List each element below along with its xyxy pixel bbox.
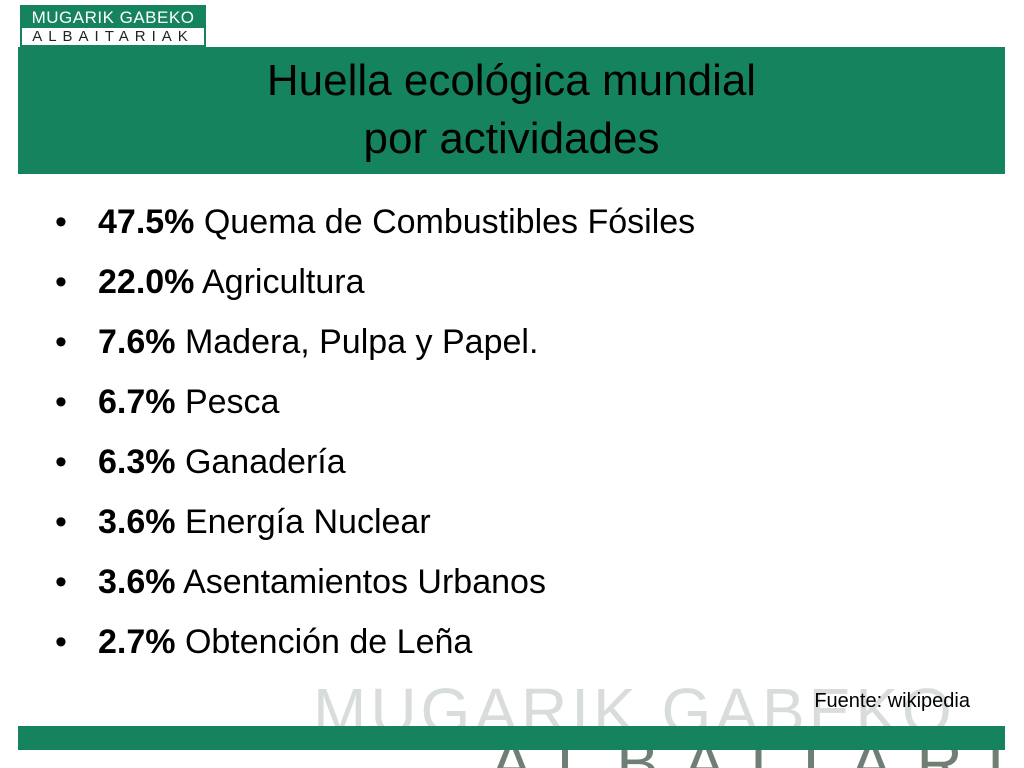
title-band: [18, 47, 1005, 174]
list-item: • 47.5% Quema de Combustibles Fósiles: [55, 192, 695, 252]
activity-list: • 47.5% Quema de Combustibles Fósiles • 22…: [55, 192, 695, 672]
percentage: 2.7%: [98, 623, 176, 661]
slide-title: Huella ecológica mundial por actividades: [18, 52, 1005, 168]
bullet-icon: •: [55, 443, 67, 481]
activity-label: Ganadería: [184, 443, 346, 481]
logo-line-1: MUGARIK GABEKO: [22, 7, 204, 28]
title-line-1: Huella ecológica mundial: [266, 56, 757, 105]
percentage: 3.6%: [98, 503, 176, 541]
bullet-icon: •: [55, 503, 67, 541]
activity-label: Madera, Pulpa y Papel.: [184, 323, 539, 361]
bullet-icon: •: [55, 623, 67, 661]
list-item: • 3.6% Energía Nuclear: [55, 492, 695, 552]
percentage: 6.7%: [98, 383, 176, 421]
title-line-2: por actividades: [363, 114, 660, 163]
percentage: 47.5%: [98, 203, 195, 241]
list-item: • 3.6% Asentamientos Urbanos: [55, 552, 695, 612]
footer-band: [18, 726, 1005, 750]
activity-label: Pesca: [184, 383, 280, 421]
list-item: • 7.6% Madera, Pulpa y Papel.: [55, 312, 695, 372]
percentage: 7.6%: [98, 323, 176, 361]
list-item: • 22.0% Agricultura: [55, 252, 695, 312]
activity-label: Agricultura: [201, 263, 365, 301]
logo-watermark: MUGARIK GABEKO ALBAITARIAK: [305, 662, 1024, 768]
percentage: 22.0%: [98, 263, 195, 301]
bullet-icon: •: [55, 203, 67, 241]
percentage: 3.6%: [98, 563, 176, 601]
bullet-icon: •: [55, 323, 67, 361]
activity-label: Asentamientos Urbanos: [183, 563, 546, 601]
source-note: Fuente: wikipedia: [814, 690, 970, 712]
activity-label: Energía Nuclear: [184, 503, 431, 541]
activity-label: Quema de Combustibles Fósiles: [203, 203, 696, 241]
activity-label: Obtención de Leña: [184, 623, 473, 661]
list-item: • 2.7% Obtención de Leña: [55, 612, 695, 672]
logo-line-2: ALBAITARIAK: [32, 28, 194, 45]
bullet-icon: •: [55, 263, 67, 301]
list-item: • 6.3% Ganadería: [55, 432, 695, 492]
bullet-icon: •: [55, 383, 67, 421]
percentage: 6.3%: [98, 443, 176, 481]
bullet-icon: •: [55, 563, 67, 601]
organization-logo: MUGARIK GABEKO ALBAITARIAK: [20, 5, 206, 47]
list-item: • 6.7% Pesca: [55, 372, 695, 432]
